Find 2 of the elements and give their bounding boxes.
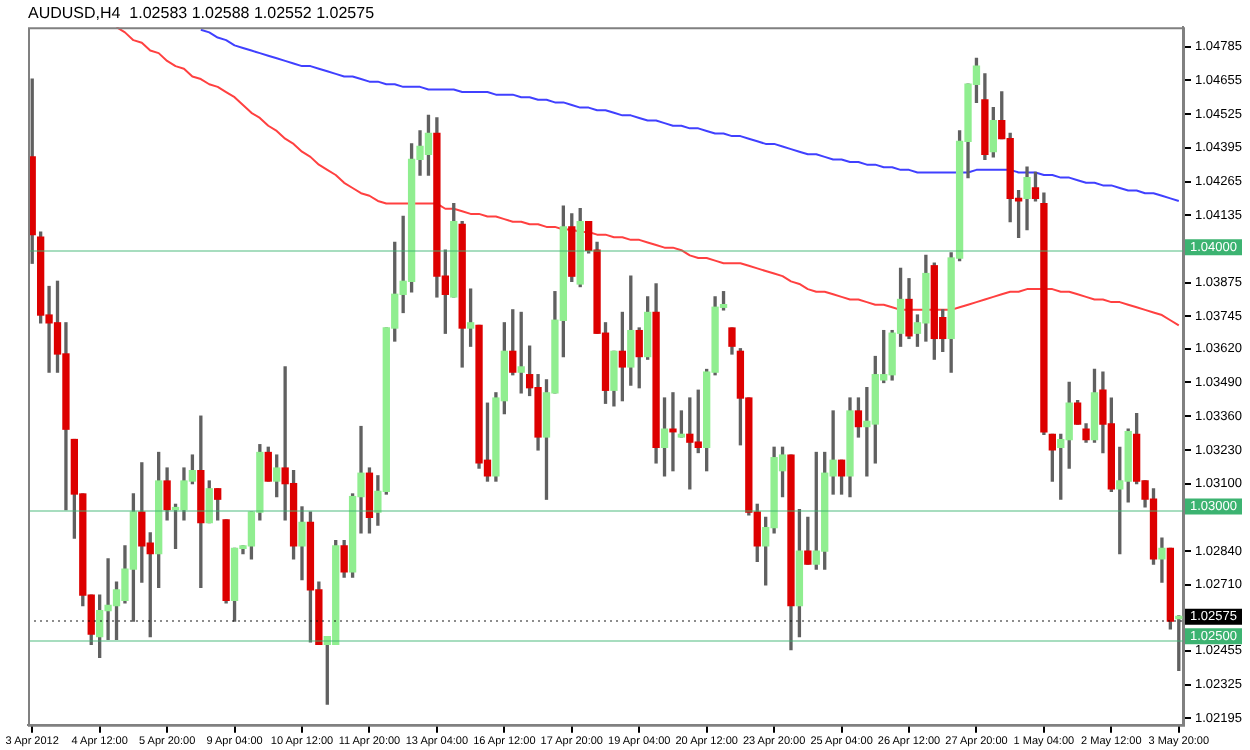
candlestick [1158,537,1166,583]
chart-title: AUDUSD,H4 1.02583 1.02588 1.02552 1.02575 [28,4,376,23]
